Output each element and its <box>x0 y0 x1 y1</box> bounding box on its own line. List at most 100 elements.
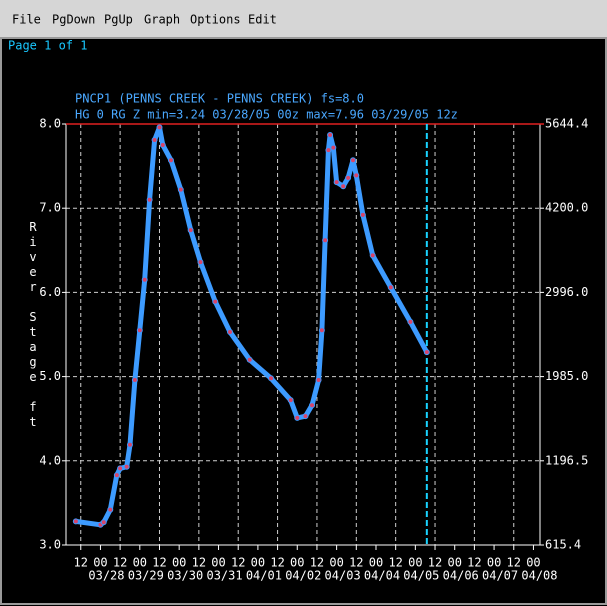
y-tick-label: 5.0 <box>39 369 61 383</box>
menu: File PgDown PgUp Graph Options Edit <box>12 13 277 27</box>
stage-point <box>302 413 309 420</box>
menu-item[interactable]: Options <box>190 13 241 27</box>
chart-subtitle: HG 0 RG Z min=3.24 03/28/05 00z max=7.96… <box>75 108 458 122</box>
x-date-label: 03/30 <box>167 569 203 583</box>
menu-item[interactable]: PgDown <box>52 13 95 27</box>
stage-point <box>156 124 163 131</box>
menu-bar <box>0 0 607 38</box>
stage-point <box>322 237 329 244</box>
stage-point <box>72 518 79 525</box>
stage-point <box>387 284 394 291</box>
y2-tick-label: 2996.0 <box>545 285 588 299</box>
y2-tick-label: 615.4 <box>545 538 581 552</box>
stage-point <box>268 375 275 382</box>
stage-point <box>167 157 174 164</box>
stage-point <box>131 376 138 383</box>
chart-title: PNCP1 (PENNS CREEK - PENNS CREEK) fs=8.0 <box>75 92 364 106</box>
x-tick-label: 00 <box>290 556 304 570</box>
menu-item[interactable]: Edit <box>248 13 277 27</box>
y-tick-label: 8.0 <box>39 117 61 131</box>
stage-point <box>318 327 325 334</box>
stage-point <box>151 136 158 143</box>
stage-point <box>353 172 360 179</box>
x-date-label: 04/04 <box>364 569 400 583</box>
x-date-label: 03/31 <box>206 569 242 583</box>
stage-point <box>315 376 322 383</box>
x-date-label: 04/08 <box>521 569 557 583</box>
stage-point <box>294 414 301 421</box>
y-tick-label: 4.0 <box>39 453 61 467</box>
stage-point <box>359 211 366 218</box>
menu-item[interactable]: PgUp <box>104 13 133 27</box>
stage-point <box>136 327 143 334</box>
x-date-label: 04/05 <box>403 569 439 583</box>
stage-point <box>333 179 340 186</box>
stage-point <box>369 252 376 259</box>
x-tick-label: 12 <box>113 556 127 570</box>
stage-point <box>423 349 430 356</box>
x-tick-label: 00 <box>93 556 107 570</box>
x-date-label: 03/29 <box>128 569 164 583</box>
y-tick-label: 7.0 <box>39 201 61 215</box>
stage-point <box>159 142 166 149</box>
stage-point <box>107 506 114 513</box>
y2-tick-label: 4200.0 <box>545 201 588 215</box>
x-date-label: 04/07 <box>482 569 518 583</box>
stage-point <box>287 397 294 404</box>
stage-point <box>141 276 148 283</box>
x-tick-label: 00 <box>447 556 461 570</box>
y2-tick-label: 1985.0 <box>545 369 588 383</box>
x-tick-label: 00 <box>369 556 383 570</box>
x-tick-label: 12 <box>467 556 481 570</box>
stage-point <box>113 472 120 479</box>
stage-point <box>340 183 347 190</box>
x-tick-label: 00 <box>251 556 265 570</box>
x-date-label: 04/06 <box>443 569 479 583</box>
x-date-label: 04/03 <box>325 569 361 583</box>
x-tick-label: 12 <box>152 556 166 570</box>
x-tick-label: 12 <box>74 556 88 570</box>
x-date-label: 04/01 <box>246 569 282 583</box>
page-label: Page 1 of 1 <box>8 39 87 53</box>
x-tick-label: 12 <box>507 556 521 570</box>
menu-item[interactable]: File <box>12 13 41 27</box>
x-tick-label: 12 <box>192 556 206 570</box>
stage-point <box>246 356 253 363</box>
x-tick-label: 00 <box>526 556 540 570</box>
stage-point <box>123 463 130 470</box>
x-tick-label: 12 <box>428 556 442 570</box>
stage-point <box>212 298 219 305</box>
x-tick-label: 12 <box>388 556 402 570</box>
x-tick-label: 00 <box>133 556 147 570</box>
x-date-label: 03/28 <box>88 569 124 583</box>
stage-point <box>117 465 124 472</box>
stage-point <box>350 157 357 164</box>
x-tick-label: 12 <box>310 556 324 570</box>
stage-point <box>330 144 337 151</box>
stage-point <box>309 402 316 409</box>
y-tick-label: 6.0 <box>39 285 61 299</box>
x-tick-label: 00 <box>172 556 186 570</box>
y-axis-label: River Stage ft <box>26 220 40 430</box>
y-tick-label: 3.0 <box>39 538 61 552</box>
x-tick-label: 12 <box>349 556 363 570</box>
stage-point <box>407 318 414 325</box>
stage-point <box>187 227 194 234</box>
x-tick-label: 00 <box>211 556 225 570</box>
stage-point <box>177 186 184 193</box>
stage-point <box>325 147 332 154</box>
stage-point <box>100 519 107 526</box>
x-tick-label: 12 <box>270 556 284 570</box>
window-frame <box>0 37 607 605</box>
x-tick-label: 00 <box>408 556 422 570</box>
stage-point <box>146 196 153 203</box>
menu-item[interactable]: Graph <box>144 13 180 27</box>
x-tick-label: 00 <box>487 556 501 570</box>
stage-point <box>345 174 352 181</box>
stage-point <box>197 259 204 266</box>
x-tick-label: 12 <box>231 556 245 570</box>
x-date-label: 04/02 <box>285 569 321 583</box>
